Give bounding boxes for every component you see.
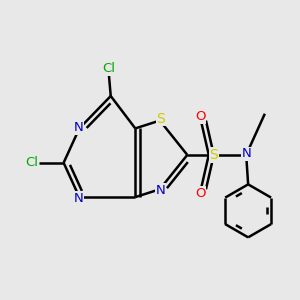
Text: O: O: [195, 187, 205, 200]
Text: S: S: [209, 148, 218, 162]
Text: Cl: Cl: [102, 62, 115, 75]
Text: Cl: Cl: [26, 156, 39, 169]
Text: S: S: [156, 112, 165, 126]
Text: N: N: [74, 121, 83, 134]
Text: N: N: [156, 184, 166, 197]
Text: N: N: [241, 147, 251, 161]
Text: N: N: [74, 192, 83, 205]
Text: O: O: [195, 110, 205, 123]
